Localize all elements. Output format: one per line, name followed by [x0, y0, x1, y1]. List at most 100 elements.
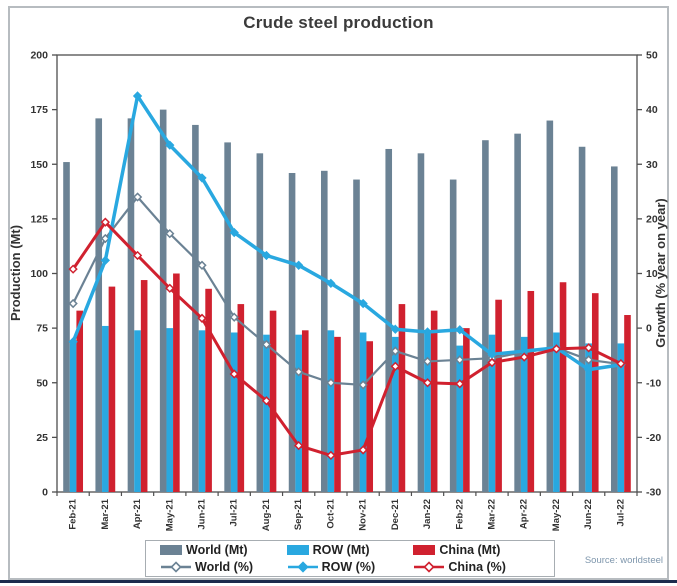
bar: [463, 328, 470, 492]
marker-icon: [132, 250, 143, 261]
x-tick-label: Mar-22: [487, 499, 498, 530]
marker-icon: [197, 313, 207, 323]
marker-icon: [326, 450, 336, 461]
bar: [320, 170, 328, 492]
marker-icon: [326, 278, 336, 288]
legend-label: World (Mt): [186, 543, 248, 558]
marker-icon: [455, 379, 465, 389]
bar: [173, 273, 180, 492]
legend-label: ROW (Mt): [312, 543, 370, 558]
y-right-tick-label: 20: [646, 213, 658, 225]
legend: World (Mt) ROW (Mt) China (Mt) World (%) ROW…: [145, 540, 555, 577]
marker-icon: [132, 192, 143, 202]
marker-icon: [165, 283, 175, 293]
bar: [456, 345, 464, 492]
marker-icon: [294, 260, 304, 270]
world-mt-swatch-icon: [160, 545, 182, 556]
line-china-: [68, 217, 626, 461]
marker-icon: [616, 358, 626, 369]
x-tick-label: Jul-21: [229, 498, 240, 526]
marker-icon: [197, 260, 207, 270]
marker-icon: [422, 356, 433, 367]
marker-icon: [229, 369, 239, 379]
bar: [95, 118, 103, 493]
bar: [353, 179, 360, 493]
marker-icon: [390, 324, 400, 334]
marker-icon: [100, 217, 110, 227]
bar: [76, 310, 84, 492]
y-right-tick-label: 10: [646, 268, 658, 280]
marker-icon: [422, 327, 433, 337]
y-left-tick-label: 75: [36, 323, 48, 335]
bar: [269, 310, 277, 492]
marker-icon: [294, 440, 304, 451]
marker-icon: [487, 357, 497, 368]
bar: [205, 288, 212, 492]
x-tick-label: Jun-22: [583, 499, 594, 530]
y-left-tick-label: 200: [30, 50, 48, 62]
bar: [520, 336, 528, 492]
bar: [327, 330, 335, 492]
x-tick-label: May-22: [551, 499, 562, 531]
marker-icon: [584, 364, 594, 375]
y-right-tick-label: 0: [646, 323, 652, 335]
chart-title: Crude steel production: [243, 13, 434, 32]
marker-icon: [261, 339, 272, 350]
legend-label: ROW (%): [321, 559, 376, 574]
marker-icon: [100, 233, 110, 244]
bar: [224, 142, 231, 492]
marker-icon: [326, 378, 336, 388]
bar: [430, 310, 438, 492]
legend-item-world-pct: World (%): [160, 559, 287, 575]
marker-icon: [229, 312, 239, 322]
bar: [385, 148, 393, 492]
marker-icon: [165, 228, 175, 239]
chart-canvas: 0 25 50 75 100 125 150 175 200 -30 -20 -10 0 10 20 30 40…: [8, 50, 668, 532]
bar: [610, 166, 618, 492]
china-mt-swatch-icon: [413, 545, 436, 556]
bar: [263, 334, 270, 492]
x-tick-label: Dec-21: [390, 498, 401, 530]
bar: [102, 325, 109, 492]
x-tick-label: May-21: [164, 498, 175, 531]
bar: [301, 330, 309, 492]
marker-icon: [261, 396, 272, 406]
bar: [424, 330, 431, 492]
y-right-tick-label: 50: [646, 50, 658, 62]
bar: [527, 290, 535, 492]
bar: [591, 293, 599, 492]
bar: [398, 304, 406, 492]
bar: [585, 343, 592, 492]
y-left-tick-label: 0: [42, 487, 48, 499]
legend-label: China (Mt): [439, 543, 501, 558]
x-tick-label: Jan-22: [422, 499, 433, 529]
bar: [237, 304, 245, 492]
bar: [624, 315, 631, 492]
y-right-tick-label: -30: [646, 487, 661, 499]
x-tick-label: Oct-21: [325, 498, 336, 528]
x-tick-label: Apr-21: [132, 498, 143, 529]
x-tick-label: Mar-21: [100, 498, 111, 529]
row-mt-swatch-icon: [286, 545, 309, 556]
y-right-tick-label: 40: [646, 104, 658, 116]
bar: [288, 172, 296, 493]
bar: [198, 330, 206, 492]
bar: [295, 334, 302, 492]
legend-label: World (%): [195, 559, 254, 574]
marker-icon: [68, 264, 78, 274]
bars-china-mt-: [76, 273, 631, 492]
bar: [192, 124, 199, 493]
bar: [166, 328, 174, 492]
bars-world-mt-: [63, 109, 618, 493]
x-tick-label: Sep-21: [293, 498, 304, 530]
legend-item-world-mt: World (Mt): [160, 542, 287, 558]
marker-icon: [132, 91, 143, 101]
y-left-tick-label: 175: [30, 104, 48, 116]
y-axis-left: 0 25 50 75 100 125 150 175 200: [30, 50, 57, 499]
marker-icon: [68, 337, 78, 347]
bars-row-mt-: [69, 325, 625, 492]
marker-icon: [455, 355, 465, 365]
marker-icon: [584, 343, 594, 353]
marker-icon: [551, 344, 562, 354]
y-left-tick-label: 150: [30, 159, 48, 171]
